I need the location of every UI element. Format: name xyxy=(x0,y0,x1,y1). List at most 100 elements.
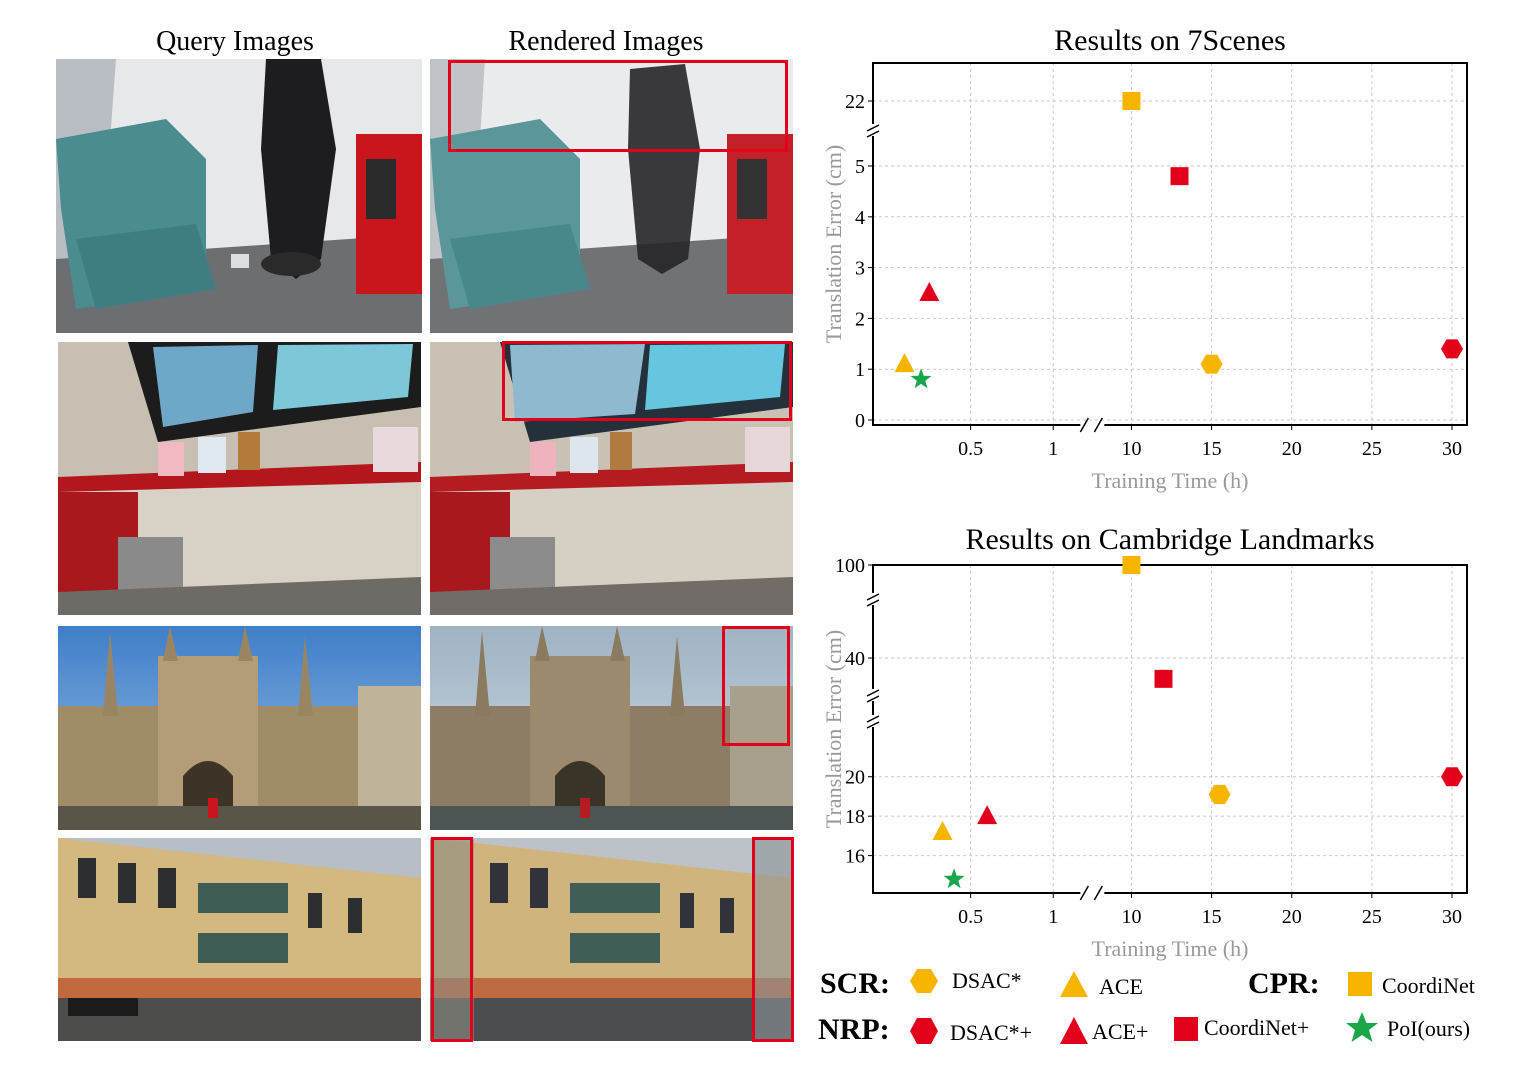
x-tick-label: 1 xyxy=(1048,906,1058,928)
chart-grid xyxy=(873,63,1467,425)
point-ace xyxy=(932,820,953,840)
y-tick-label: 3 xyxy=(855,258,865,280)
point-coordinetplus xyxy=(1154,669,1173,688)
legend-dsac-marker xyxy=(910,969,938,993)
x-tick-label: 25 xyxy=(1362,438,1382,460)
x-tick-label: 0.5 xyxy=(958,906,983,928)
legend-label-coordinet: CoordiNet xyxy=(1382,973,1475,998)
y-tick-label: 16 xyxy=(845,846,865,868)
rendered-image-gatehouse xyxy=(430,626,793,830)
x-tick-label: 20 xyxy=(1282,906,1302,928)
x-axis-break-mark xyxy=(1079,417,1089,433)
query-image-shelf xyxy=(58,342,421,615)
highlight-box-building-right xyxy=(752,837,794,1042)
highlight-box-gatehouse xyxy=(722,626,790,746)
y-tick-label: 40 xyxy=(845,648,865,670)
point-dsacstarplus xyxy=(1441,339,1463,359)
x-axis-break-mark xyxy=(1093,417,1103,433)
point-aceplus xyxy=(919,282,940,301)
legend-aceplus-marker xyxy=(1060,1017,1088,1044)
rendered-image-shelf xyxy=(430,342,793,615)
y-tick-label: 1 xyxy=(855,359,865,381)
x-axis-label: Training Time (h) xyxy=(1092,936,1249,961)
x-axis-break-mark xyxy=(1093,885,1103,901)
y-axis-break-mark xyxy=(866,695,880,703)
rendered-image-building xyxy=(430,838,793,1041)
plot-frame xyxy=(872,62,1468,426)
point-dsacstar xyxy=(1208,784,1231,804)
x-axis-break-mark xyxy=(1079,885,1089,901)
point-dsacstarplus xyxy=(1441,767,1463,787)
y-tick-label: 4 xyxy=(855,207,865,229)
plot-frame xyxy=(872,564,1468,894)
legend-label-coordinetplus: CoordiNet+ xyxy=(1204,1015,1310,1040)
chart-cambridge: 0.5 1 10 15 20 25 30 16 18 20 40 100 Training Time (… xyxy=(821,555,1468,961)
legend-label-dsacplus: DSAC*+ xyxy=(950,1020,1033,1045)
chart-title-7scenes: Results on 7Scenes xyxy=(1054,24,1286,57)
x-tick-label: 10 xyxy=(1121,906,1141,928)
query-image-building xyxy=(58,838,421,1041)
point-poi-ours xyxy=(943,868,965,889)
point-aceplus xyxy=(977,805,998,825)
x-axis-break-gap xyxy=(1080,889,1105,897)
x-tick-label: 1 xyxy=(1048,438,1058,460)
y-axis-break-mark xyxy=(866,599,880,607)
x-axis-label: Training Time (h) xyxy=(1092,468,1249,493)
y-axis-label: Translation Error (cm) xyxy=(821,145,846,343)
legend-group-scr: SCR: xyxy=(820,967,891,1000)
y-axis-break-mark xyxy=(866,721,880,729)
legend-label-dsac: DSAC* xyxy=(952,968,1022,993)
x-tick-label: 0.5 xyxy=(958,438,983,460)
chart-7scenes: 0.5 1 10 15 20 25 30 0 1 2 3 4 5 22 Training Time (h) T… xyxy=(821,62,1468,493)
y-axis-break-gap xyxy=(869,124,877,136)
y-axis-break-gap xyxy=(869,593,877,605)
legend-label-ace: ACE xyxy=(1099,974,1143,999)
query-images-title: Query Images xyxy=(156,26,314,57)
y-axis-break-gap xyxy=(869,715,877,727)
point-coordinet xyxy=(1122,556,1141,574)
legend-coordinetplus-marker xyxy=(1174,1017,1198,1041)
y-axis-break-mark xyxy=(866,715,880,723)
x-tick-label: 30 xyxy=(1442,438,1462,460)
y-axis-break-gap xyxy=(869,689,877,701)
query-image-gatehouse xyxy=(58,626,421,830)
y-axis-break-mark xyxy=(866,689,880,697)
x-tick-label: 20 xyxy=(1282,438,1302,460)
y-axis-break-mark xyxy=(866,130,880,138)
point-ace xyxy=(894,353,915,373)
legend-group-nrp: NRP: xyxy=(818,1013,890,1046)
y-tick-label: 22 xyxy=(845,91,865,113)
legend-star-marker xyxy=(1346,1012,1378,1042)
y-tick-label: 100 xyxy=(835,555,865,577)
y-tick-label: 0 xyxy=(855,410,865,432)
point-poi-ours xyxy=(910,368,932,389)
y-axis-break-mark xyxy=(866,593,880,601)
y-axis-label: Translation Error (cm) xyxy=(821,630,846,828)
legend-dsacplus-marker xyxy=(910,1018,938,1044)
rendered-image-chair xyxy=(430,59,793,333)
x-tick-label: 15 xyxy=(1202,906,1222,928)
query-image-chair xyxy=(56,59,422,333)
x-tick-label: 25 xyxy=(1362,906,1382,928)
rendered-images-title: Rendered Images xyxy=(508,26,704,57)
y-tick-label: 18 xyxy=(845,806,865,828)
legend-label-aceplus: ACE+ xyxy=(1092,1019,1149,1044)
chart-title-cambridge: Results on Cambridge Landmarks xyxy=(965,523,1375,556)
y-tick-label: 5 xyxy=(855,156,865,178)
legend-ace-marker xyxy=(1060,971,1088,997)
point-coordinet xyxy=(1122,92,1141,110)
highlight-box-shelf xyxy=(502,341,792,421)
x-tick-label: 30 xyxy=(1442,906,1462,928)
highlight-box-chair xyxy=(448,60,788,152)
highlight-box-building-left xyxy=(431,837,473,1042)
point-dsacstar xyxy=(1200,354,1223,374)
chart-grid xyxy=(873,564,1467,893)
y-tick-label: 20 xyxy=(845,767,865,789)
y-tick-label: 2 xyxy=(855,308,865,330)
legend-markers xyxy=(910,969,1372,1044)
point-coordinetplus xyxy=(1170,167,1189,186)
x-tick-label: 15 xyxy=(1202,438,1222,460)
legend-group-cpr: CPR: xyxy=(1248,967,1320,1000)
x-axis-break-gap xyxy=(1080,421,1105,429)
legend-label-poi: PoI(ours) xyxy=(1387,1016,1471,1041)
